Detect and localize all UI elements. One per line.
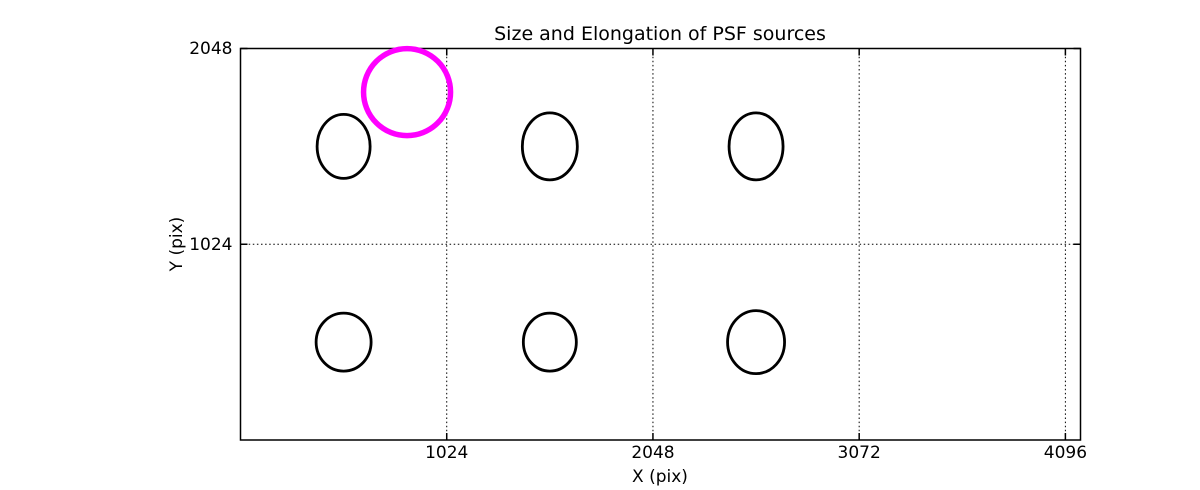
x-tick-label: 1024 bbox=[425, 443, 468, 463]
y-tick-label: 2048 bbox=[189, 39, 232, 59]
psf-ellipse bbox=[315, 112, 372, 180]
psf-ellipse bbox=[314, 311, 373, 373]
x-axis-label: X (pix) bbox=[632, 467, 688, 487]
reference-circle-layer bbox=[360, 45, 454, 139]
x-tick-label: 4096 bbox=[1044, 443, 1087, 463]
y-axis-label: Y (pix) bbox=[167, 217, 187, 273]
axis-ticks bbox=[240, 47, 1081, 440]
psf-ellipses bbox=[314, 111, 786, 376]
gridlines bbox=[240, 48, 1081, 440]
chart-title: Size and Elongation of PSF sources bbox=[494, 23, 826, 45]
x-tick-label: 3072 bbox=[838, 443, 881, 463]
psf-ellipse bbox=[520, 111, 579, 182]
psf-ellipse bbox=[726, 309, 786, 376]
psf-ellipse bbox=[727, 111, 785, 182]
x-tick-label: 2048 bbox=[631, 443, 674, 463]
tick-labels: 1024 2048 3072 4096 1024 2048 bbox=[189, 39, 1087, 463]
psf-ellipse bbox=[521, 311, 578, 373]
y-tick-label: 1024 bbox=[189, 235, 232, 255]
reference-circle bbox=[360, 45, 454, 139]
